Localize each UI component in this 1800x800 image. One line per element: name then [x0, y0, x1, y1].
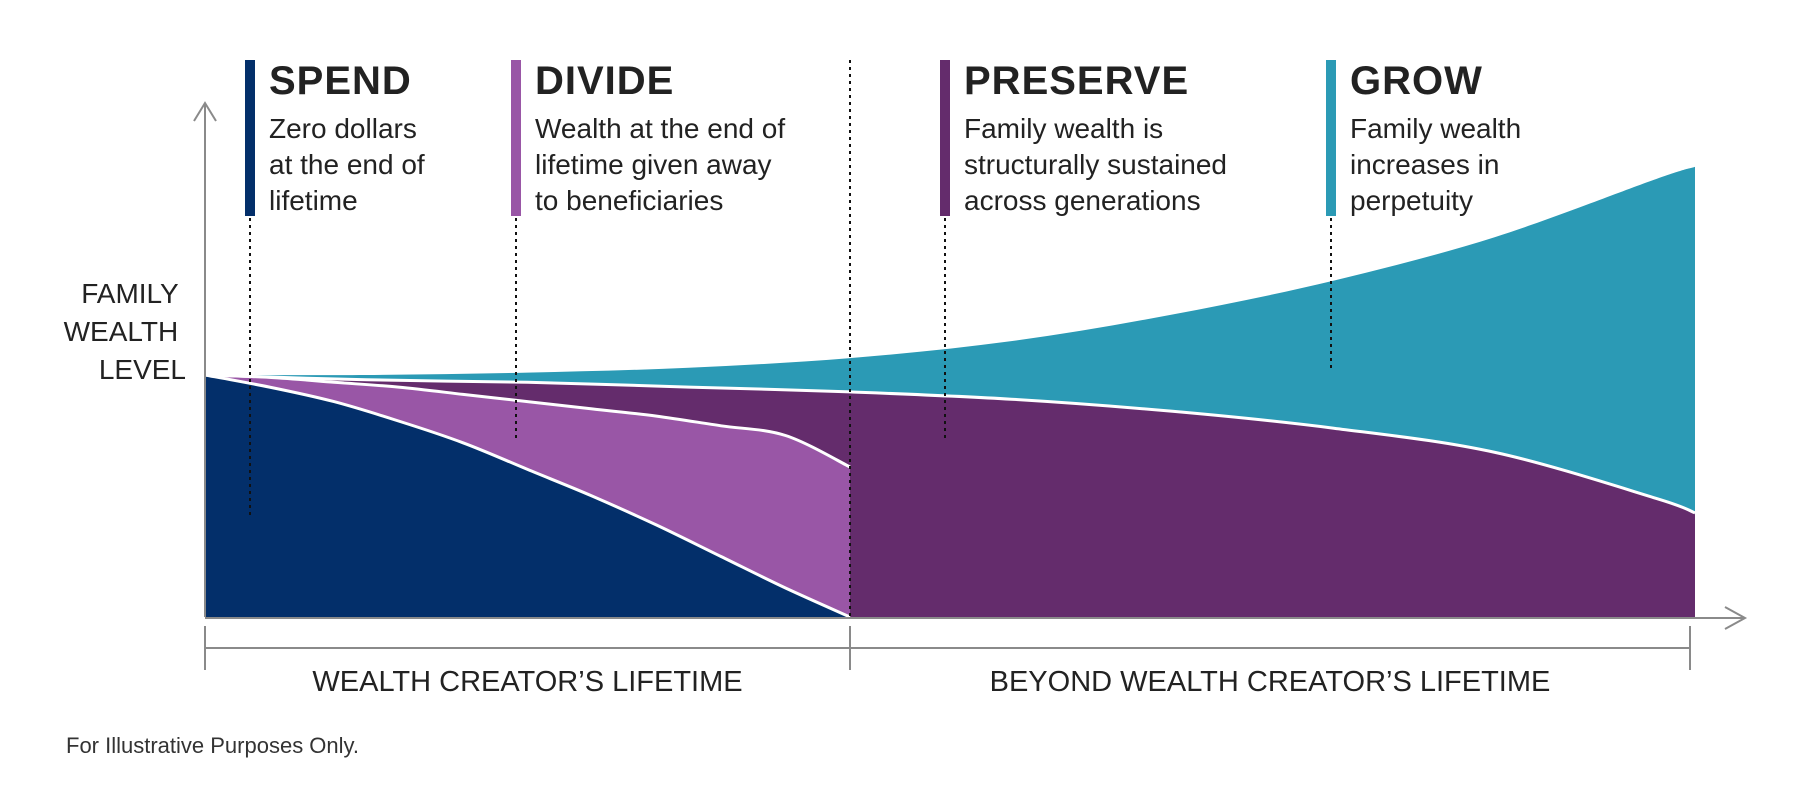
- divide-curve: [204, 373, 851, 469]
- preserve-description-line: structurally sustained: [964, 149, 1227, 180]
- phase-bracket: [204, 626, 1691, 670]
- y-axis-label-line: LEVEL: [99, 354, 186, 385]
- spend-description-line: at the end of: [269, 149, 425, 180]
- preserve-description-line: Family wealth is: [964, 113, 1163, 144]
- grow-description-line: increases in: [1350, 149, 1499, 180]
- divide-color-bar: [511, 60, 521, 216]
- strategy-labels: SPEND Zero dollars at the end of lifetime DI…: [245, 59, 1521, 515]
- grow-description-line: Family wealth: [1350, 113, 1521, 144]
- divide-description-line: lifetime given away: [535, 149, 772, 180]
- divide-title: DIVIDE: [535, 59, 674, 103]
- spend-area: [205, 375, 850, 617]
- x-axis-arrowhead: [1724, 606, 1748, 630]
- strategy-curves: [204, 373, 1696, 619]
- strategy-areas: [205, 166, 1695, 617]
- spend-title: SPEND: [269, 59, 412, 103]
- preserve-description-line: across generations: [964, 185, 1201, 216]
- spend-description-line: lifetime: [269, 185, 358, 216]
- grow-color-bar: [1326, 60, 1336, 216]
- y-axis-label-line: FAMILY: [81, 278, 179, 309]
- phase-label-lifetime: WEALTH CREATOR’S LIFETIME: [312, 666, 742, 698]
- divide-description-line: Wealth at the end of: [535, 113, 785, 144]
- preserve-curve: [204, 373, 1696, 515]
- preserve-title: PRESERVE: [964, 59, 1189, 103]
- spend-color-bar: [245, 60, 255, 216]
- y-axis-label-line: WEALTH: [64, 316, 179, 347]
- spend-description-line: Zero dollars: [269, 113, 417, 144]
- preserve-color-bar: [940, 60, 950, 216]
- grow-title: GROW: [1350, 59, 1483, 103]
- spend-curve: [204, 373, 851, 619]
- divide-description-line: to beneficiaries: [535, 185, 723, 216]
- footnote: For Illustrative Purposes Only.: [66, 733, 359, 758]
- grow-description-line: perpetuity: [1350, 185, 1473, 216]
- phase-label-beyond-lifetime: BEYOND WEALTH CREATOR’S LIFETIME: [990, 666, 1551, 698]
- y-axis-label: FAMILY WEALTH LEVEL: [64, 278, 186, 385]
- y-axis-arrowhead: [193, 101, 217, 122]
